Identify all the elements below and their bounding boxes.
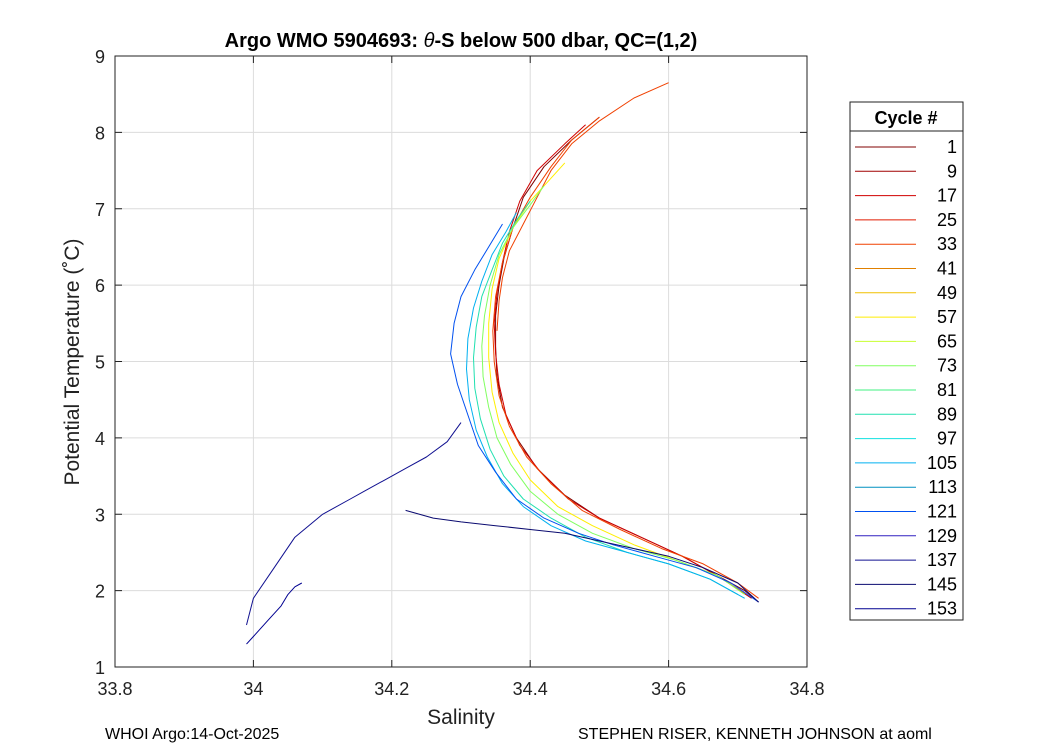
grid-lines [114, 55, 808, 668]
legend-entries: 1 9 17 25 33 41 49 57 65 73 81 89 97 105 113 121 129 137 1… [855, 137, 957, 619]
footer-right: STEPHEN RISER, KENNETH JOHNSON at aoml [578, 726, 932, 743]
legend-label: 9 [947, 161, 957, 181]
legend-label: 1 [947, 137, 957, 157]
series-line-cycle-17 [493, 124, 752, 599]
x-axis-label: Salinity [427, 706, 495, 729]
series-line-cycle-57 [488, 162, 745, 595]
series-line-cycle-137 [246, 422, 462, 626]
y-tick-label: 7 [95, 200, 105, 220]
series-line-cycle-153 [246, 582, 303, 645]
x-tick-label: 34 [243, 679, 263, 699]
x-tick-label: 33.8 [97, 679, 132, 699]
legend-label: 49 [937, 283, 957, 303]
x-tick-label: 34.2 [374, 679, 409, 699]
x-axis: 33.8 34 34.2 34.4 34.6 34.8 [97, 56, 825, 699]
x-tick-label: 34.4 [513, 679, 548, 699]
series-layer [246, 82, 759, 645]
y-tick-label: 3 [95, 505, 105, 525]
legend-label: 25 [937, 210, 957, 230]
y-tick-label: 8 [95, 123, 105, 143]
legend-label: 17 [937, 186, 957, 206]
legend-label: 113 [928, 477, 957, 497]
x-tick-label: 34.6 [651, 679, 686, 699]
y-tick-label: 6 [95, 276, 105, 296]
series-line-cycle-73 [481, 185, 745, 595]
y-tick-label: 5 [95, 353, 105, 373]
legend-label: 129 [927, 526, 957, 546]
legend-label: 73 [937, 356, 957, 376]
legend-label: 33 [937, 234, 957, 254]
series-line-cycle-33 [492, 116, 759, 599]
y-tick-label: 9 [95, 47, 105, 67]
series-line-warm-branch [496, 82, 669, 331]
series-line-cycle-89 [473, 200, 739, 595]
chart-title: Argo WMO 5904693: θ-S below 500 dbar, QC… [225, 30, 698, 52]
legend-label: 81 [937, 380, 957, 400]
legend-label: 145 [927, 574, 957, 594]
series-line-cycle-105 [466, 212, 745, 599]
y-tick-label: 1 [95, 658, 105, 678]
x-tick-label: 34.8 [789, 679, 824, 699]
legend-label: 97 [937, 429, 957, 449]
legend-label: 41 [937, 259, 957, 279]
y-tick-label: 4 [95, 429, 105, 449]
legend: Cycle # 1 9 17 25 33 41 49 57 65 73 81 89 97 105 113 12… [849, 101, 964, 621]
legend-title: Cycle # [874, 108, 937, 128]
legend-label: 105 [927, 453, 957, 473]
series-line-cycle-121 [450, 223, 759, 603]
legend-label: 65 [937, 331, 957, 351]
legend-label: 153 [927, 599, 957, 619]
legend-box [849, 101, 964, 621]
legend-label: 121 [927, 502, 957, 522]
footer-left: WHOI Argo:14-Oct-2025 [105, 726, 280, 743]
y-axis-label: Potential Temperature (˚C) [61, 238, 84, 485]
y-tick-label: 2 [95, 582, 105, 602]
series-line-cycle-145 [405, 509, 759, 603]
legend-label: 89 [937, 404, 957, 424]
legend-label: 137 [927, 550, 957, 570]
y-axis: 1 2 3 4 5 6 7 8 9 [95, 47, 807, 678]
legend-label: 57 [937, 307, 957, 327]
